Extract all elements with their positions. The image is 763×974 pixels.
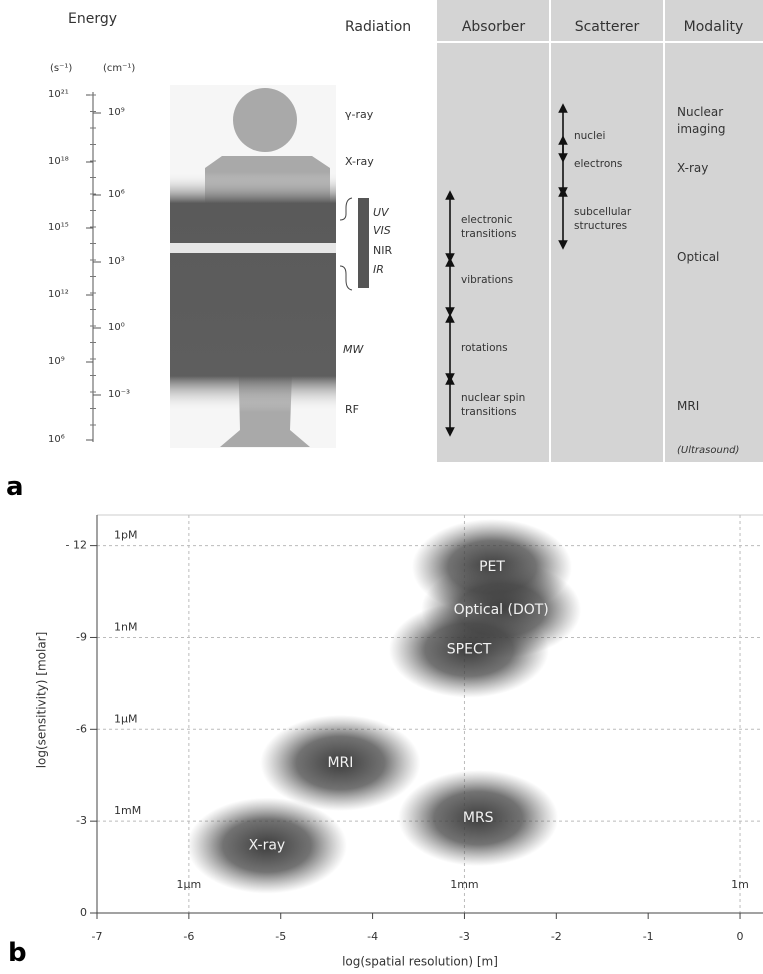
energy-title: Energy — [68, 12, 117, 26]
x-tick-label: 0 — [737, 930, 744, 943]
reference-label: 1nM — [114, 620, 137, 633]
y-tick-label: -6 — [76, 722, 87, 735]
point-label: Optical (DOT) — [454, 602, 549, 618]
point-label: MRS — [463, 810, 494, 826]
wavenumber-label: 10⁰ — [108, 321, 125, 335]
x-tick-label: -5 — [275, 930, 286, 943]
wavenumber-label: 10³ — [108, 255, 125, 269]
optical-bar — [358, 198, 369, 288]
figure-graphics: 1pM 1nM 1µM 1mM 1µm 1mm 1m PET Optical (DOT) SPEC… — [0, 0, 763, 974]
energy-label: 10⁹ — [48, 355, 65, 369]
point-label: PET — [479, 559, 505, 575]
reference-label: 1µm — [177, 878, 202, 891]
modality-item: MRI — [677, 398, 747, 415]
unit-label: (s⁻¹) — [50, 62, 72, 76]
scatterer-item: electrons — [574, 157, 654, 171]
radiation-label: MW — [343, 343, 363, 357]
radiation-label: NIR — [373, 244, 392, 258]
panel-label: b — [8, 938, 27, 968]
modality-item: (Ultrasound) — [677, 442, 747, 459]
spectrum-band — [170, 172, 336, 412]
radiation-label: UV — [373, 206, 389, 220]
x-tick-label: -6 — [183, 930, 194, 943]
y-tick-label: -3 — [76, 814, 87, 827]
energy-label: 10⁶ — [48, 433, 65, 447]
x-tick-label: -2 — [551, 930, 562, 943]
y-tick-label: - 12 — [66, 539, 87, 552]
y-axis-title: log(sensitivity) [molar] — [35, 632, 49, 769]
modality-item: X-ray — [677, 160, 747, 177]
column-header: Scatterer — [550, 20, 664, 34]
x-axis-title: log(spatial resolution) [m] — [342, 955, 498, 969]
point-label: SPECT — [447, 642, 492, 658]
head — [233, 88, 297, 152]
wavenumber-label: 10⁹ — [108, 106, 125, 120]
reference-label: 1µM — [114, 712, 138, 725]
radiation-label: VIS — [373, 224, 391, 238]
y-tick-label: 0 — [80, 906, 87, 919]
x-tick-label: -3 — [459, 930, 470, 943]
x-tick-label: -1 — [643, 930, 654, 943]
radiation-label: IR — [373, 263, 384, 277]
scatterer-item: nuclei — [574, 129, 654, 143]
energy-label: 10¹⁵ — [48, 221, 69, 235]
nir-window — [170, 243, 336, 253]
modality-item: Optical — [677, 249, 747, 266]
bracket — [340, 198, 352, 220]
radiation-label: RF — [345, 403, 359, 417]
energy-label: 10²¹ — [48, 88, 69, 102]
modality-item: Nuclear imaging — [677, 104, 747, 138]
energy-label: 10¹⁸ — [48, 155, 69, 169]
absorber-item: nuclear spin transitions — [461, 391, 541, 419]
panel-label: a — [6, 472, 24, 502]
radiation-label: γ-ray — [345, 108, 373, 122]
reference-label: 1m — [731, 878, 749, 891]
bracket — [340, 266, 352, 290]
absorber-item: electronic transitions — [461, 213, 541, 241]
unit-label: (cm⁻¹) — [103, 62, 135, 76]
wavenumber-label: 10⁶ — [108, 188, 125, 202]
energy-label: 10¹² — [48, 288, 69, 302]
radiation-title: Radiation — [345, 20, 411, 34]
reference-label: 1mM — [114, 804, 141, 817]
absorber-item: rotations — [461, 341, 541, 355]
absorber-item: vibrations — [461, 273, 541, 287]
scatterer-item: subcellular structures — [574, 205, 654, 233]
figure: 1pM 1nM 1µM 1mM 1µm 1mm 1m PET Optical (DOT) SPEC… — [0, 0, 763, 974]
reference-label: 1pM — [114, 529, 137, 542]
x-tick-label: -7 — [92, 930, 103, 943]
y-tick-label: -9 — [76, 630, 87, 643]
point-label: MRI — [327, 755, 353, 771]
point-label: X-ray — [249, 838, 286, 854]
radiation-label: X-ray — [345, 155, 374, 169]
reference-label: 1mm — [450, 878, 478, 891]
column-header: Modality — [664, 20, 763, 34]
x-tick-label: -4 — [367, 930, 378, 943]
wavenumber-label: 10⁻³ — [108, 388, 130, 402]
column-header: Absorber — [437, 20, 550, 34]
